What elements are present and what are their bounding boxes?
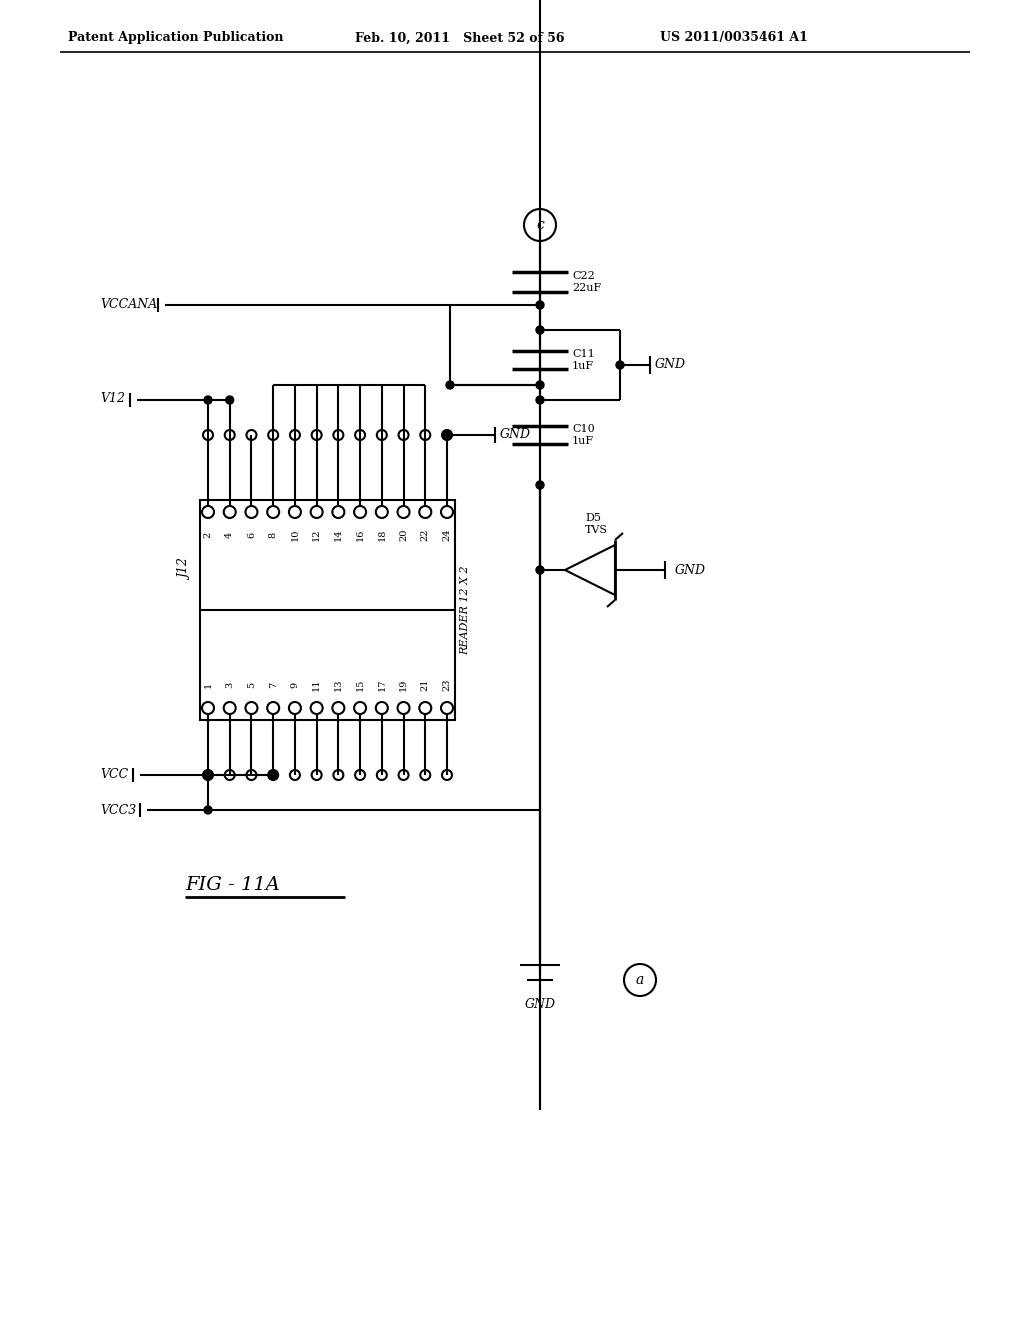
Text: 1: 1 [204,682,213,688]
Circle shape [204,807,212,814]
Text: GND: GND [524,998,555,1011]
Circle shape [536,566,544,574]
Text: 9: 9 [291,682,299,688]
Text: 2: 2 [204,532,213,539]
Text: 19: 19 [399,678,408,692]
Text: 15: 15 [355,678,365,692]
Text: US 2011/0035461 A1: US 2011/0035461 A1 [660,32,808,45]
Text: C10
1uF: C10 1uF [572,424,595,446]
Text: 8: 8 [268,532,278,539]
Text: VCC3: VCC3 [100,804,136,817]
Text: 24: 24 [442,529,452,541]
Text: FIG - 11A: FIG - 11A [185,876,280,894]
Text: a: a [636,973,644,987]
Text: VCCANA: VCCANA [100,298,158,312]
Text: READER 12 X 2: READER 12 X 2 [460,565,470,655]
Text: 4: 4 [225,532,234,539]
Text: 17: 17 [377,678,386,692]
Text: 16: 16 [355,529,365,541]
Text: VCC: VCC [100,768,128,781]
Text: 22: 22 [421,529,430,541]
Text: C11
1uF: C11 1uF [572,350,595,371]
Text: GND: GND [675,564,706,577]
Circle shape [616,360,624,370]
Bar [200,500,455,719]
Text: 21: 21 [421,678,430,692]
Text: 12: 12 [312,529,322,541]
Text: 18: 18 [377,529,386,541]
Text: 10: 10 [291,529,299,541]
Text: V12: V12 [100,392,125,404]
Text: c: c [537,218,544,232]
Text: GND: GND [500,429,531,441]
Text: 13: 13 [334,678,343,692]
Text: Patent Application Publication: Patent Application Publication [68,32,284,45]
Circle shape [269,771,278,779]
Text: 7: 7 [268,682,278,688]
Text: 20: 20 [399,529,408,541]
Circle shape [536,480,544,488]
Circle shape [443,432,451,440]
Circle shape [536,396,544,404]
Circle shape [536,381,544,389]
Text: 23: 23 [442,678,452,692]
Circle shape [225,396,233,404]
Text: 6: 6 [247,532,256,539]
Text: 5: 5 [247,682,256,688]
Circle shape [536,301,544,309]
Text: J12: J12 [179,560,193,581]
Text: D5
TVS: D5 TVS [585,513,608,535]
Circle shape [204,396,212,404]
Text: C22
22uF: C22 22uF [572,271,601,293]
Text: GND: GND [655,359,686,371]
Circle shape [536,326,544,334]
Circle shape [204,771,212,779]
Text: 3: 3 [225,682,234,688]
Circle shape [446,381,454,389]
Text: Feb. 10, 2011   Sheet 52 of 56: Feb. 10, 2011 Sheet 52 of 56 [355,32,564,45]
Text: 11: 11 [312,678,322,692]
Text: 14: 14 [334,529,343,541]
